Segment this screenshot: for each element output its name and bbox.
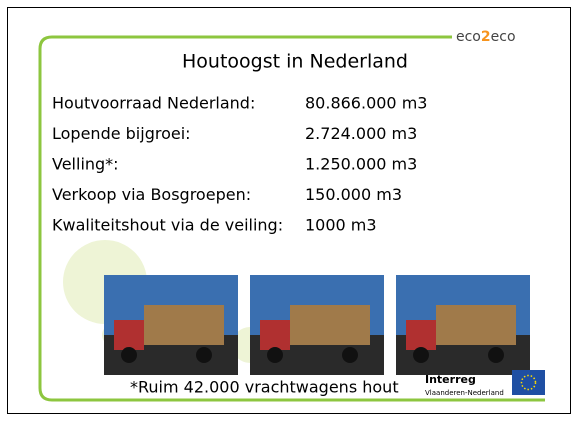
fact-value: 150.000 m3 xyxy=(305,185,402,204)
sponsor-name: Interreg xyxy=(425,373,476,386)
logo-left: eco xyxy=(456,29,481,45)
fact-label: Kwaliteitshout via de veiling: xyxy=(52,216,283,235)
fact-value: 1.250.000 m3 xyxy=(305,155,417,174)
logo-middle: 2 xyxy=(481,29,491,45)
slide: eco2eco Houtoogst in Nederland Houtvoorr… xyxy=(0,0,578,421)
logo: eco2eco xyxy=(456,29,516,45)
fact-label: Houtvoorraad Nederland: xyxy=(52,94,255,113)
page: {"header": {"title": "Houtoogst in Neder… xyxy=(0,0,578,421)
fact-label: Lopende bijgroei: xyxy=(52,124,191,143)
logo-right: eco xyxy=(491,29,516,45)
sponsor-region: Vlaanderen-Nederland xyxy=(425,389,504,397)
fact-label: Verkoop via Bosgroepen: xyxy=(52,185,251,204)
fact-value: 80.866.000 m3 xyxy=(305,94,427,113)
fact-value: 2.724.000 m3 xyxy=(305,124,417,143)
photo xyxy=(104,275,238,375)
eu-flag xyxy=(512,370,545,395)
photo xyxy=(250,275,384,375)
photos xyxy=(104,275,530,375)
photo xyxy=(396,275,530,375)
title: Houtoogst in Nederland xyxy=(182,51,408,73)
fact-value: 1000 m3 xyxy=(305,216,377,235)
fact-label: Velling*: xyxy=(52,155,119,174)
footnote: *Ruim 42.000 vrachtwagens hout xyxy=(130,378,399,397)
